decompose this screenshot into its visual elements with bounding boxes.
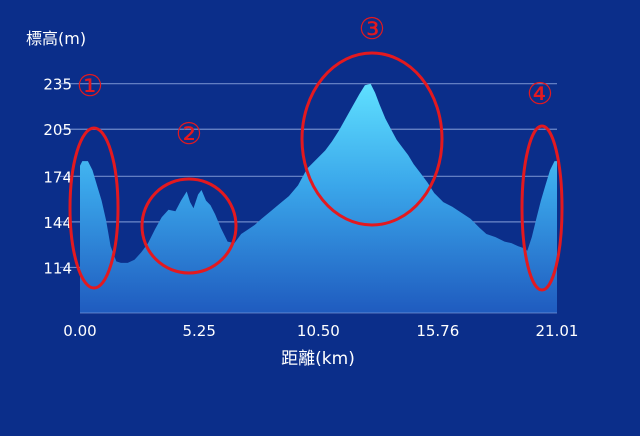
y-tick-label: 235 [43,76,72,94]
y-tick-label: 174 [43,168,72,186]
x-tick-label: 5.25 [182,322,215,340]
annotation-label-1: ① [77,69,104,104]
annotation-label-3: ③ [359,12,386,47]
highlight-ellipse-3 [300,51,444,227]
x-axis-label: 距離(km) [281,349,355,369]
highlight-annotations: ① ② ③ ④ [68,12,564,292]
x-tick-label: 0.00 [63,322,96,340]
annotation-label-2: ② [176,117,203,152]
y-tick-label: 205 [43,121,72,139]
x-tick-label: 21.01 [536,322,579,340]
y-axis-label: 標高(m) [26,29,86,48]
y-tick-label: 114 [43,259,72,277]
elevation-area [80,83,557,313]
highlight-ellipse-2 [140,177,238,275]
x-tick-label: 15.76 [416,322,459,340]
x-tick-label: 10.50 [297,322,340,340]
y-tick-label: 144 [43,214,72,232]
highlight-ellipse-1 [68,126,120,290]
highlight-ellipse-4 [520,124,564,292]
y-tick-labels: 235 205 174 144 114 [43,76,72,278]
x-tick-labels: 0.00 5.25 10.50 15.76 21.01 [63,322,578,340]
annotation-label-4: ④ [527,77,554,112]
